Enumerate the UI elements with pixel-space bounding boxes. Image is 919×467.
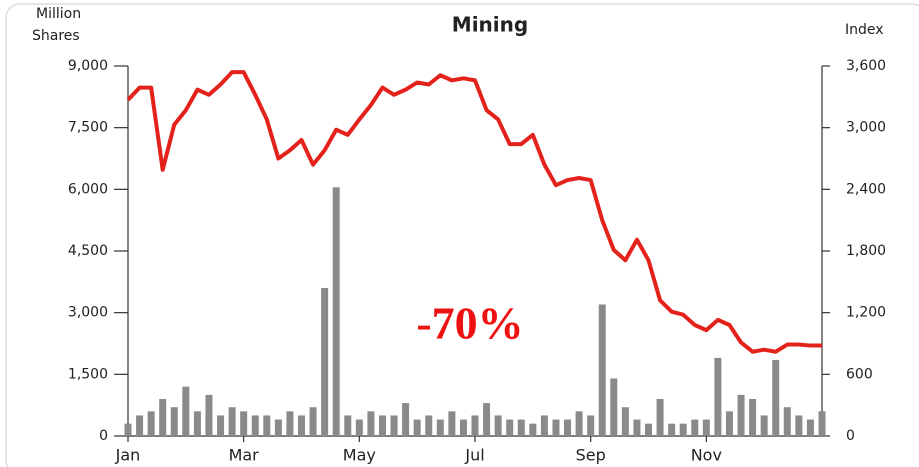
volume-bar bbox=[448, 411, 456, 436]
volume-bar bbox=[378, 415, 386, 436]
volume-bar bbox=[228, 407, 236, 436]
volume-bar bbox=[286, 411, 294, 436]
volume-bar bbox=[390, 415, 398, 436]
volume-bar bbox=[702, 419, 710, 436]
x-tick-label: Sep bbox=[576, 446, 606, 465]
y2-tick-label: 3,000 bbox=[846, 120, 886, 136]
y2-tick-label: 1,200 bbox=[846, 305, 886, 321]
y2-tick-label: 1,800 bbox=[846, 243, 886, 259]
volume-bar bbox=[679, 423, 687, 436]
volume-bar bbox=[344, 415, 352, 436]
y-tick-label: 0 bbox=[99, 428, 108, 444]
volume-bar bbox=[806, 419, 814, 436]
volume-bar bbox=[529, 423, 537, 436]
volume-bar bbox=[621, 407, 629, 436]
x-tick-label: Mar bbox=[229, 446, 260, 465]
volume-bar bbox=[205, 394, 213, 436]
y-tick-label: 3,000 bbox=[68, 305, 108, 321]
y-tick-label: 4,500 bbox=[68, 243, 108, 259]
volume-bar bbox=[436, 419, 444, 436]
volume-bar bbox=[182, 386, 190, 436]
volume-bar bbox=[552, 419, 560, 436]
volume-bar bbox=[159, 399, 167, 436]
volume-bar bbox=[587, 415, 595, 436]
y2-tick-label: 0 bbox=[846, 428, 855, 444]
volume-bar bbox=[494, 415, 502, 436]
frame bbox=[5, 3, 919, 467]
volume-bar bbox=[332, 187, 340, 436]
volume-bar bbox=[714, 357, 722, 436]
volume-bar bbox=[575, 411, 583, 436]
y2-tick-label: 600 bbox=[846, 366, 873, 382]
volume-bar bbox=[772, 359, 780, 436]
volume-bar bbox=[691, 419, 699, 436]
volume-bar bbox=[459, 419, 467, 436]
volume-bar bbox=[425, 415, 433, 436]
volume-bar bbox=[217, 415, 225, 436]
volume-bar bbox=[749, 399, 757, 436]
y-tick-label: 6,000 bbox=[68, 181, 108, 197]
volume-bar bbox=[355, 419, 363, 436]
volume-bar bbox=[795, 415, 803, 436]
volume-bar bbox=[737, 394, 745, 436]
volume-bar bbox=[818, 411, 826, 436]
y-axis-label: Shares bbox=[32, 28, 80, 44]
volume-bar bbox=[483, 403, 491, 436]
volume-bar bbox=[251, 415, 259, 436]
volume-bar bbox=[309, 407, 317, 436]
volume-bar bbox=[610, 378, 618, 436]
volume-bar bbox=[471, 415, 479, 436]
volume-bar bbox=[193, 411, 201, 436]
volume-bar bbox=[147, 411, 155, 436]
y2-tick-label: 3,600 bbox=[846, 58, 886, 74]
volume-bar bbox=[298, 415, 305, 436]
volume-bar bbox=[367, 411, 375, 436]
y-tick-label: 1,500 bbox=[68, 366, 108, 382]
volume-bar bbox=[633, 419, 641, 436]
y-tick-label: 7,500 bbox=[68, 120, 108, 136]
volume-bar bbox=[645, 423, 652, 436]
volume-bar bbox=[240, 411, 248, 436]
volume-bar bbox=[263, 415, 271, 436]
x-tick-label: Jul bbox=[464, 446, 484, 465]
volume-bar bbox=[136, 415, 144, 436]
volume-bar bbox=[564, 419, 572, 436]
chart-title: Mining bbox=[452, 13, 528, 37]
volume-bar bbox=[540, 415, 548, 436]
volume-bar bbox=[783, 407, 791, 436]
volume-bar bbox=[124, 423, 132, 436]
y-axis-label: Million bbox=[36, 6, 81, 22]
y2-tick-label: 2,400 bbox=[846, 181, 886, 197]
volume-bar bbox=[725, 411, 733, 436]
volume-bar bbox=[402, 403, 410, 436]
volume-bar bbox=[668, 423, 676, 436]
volume-bar bbox=[170, 407, 178, 436]
x-tick-label: Jan bbox=[115, 446, 141, 465]
volume-bar bbox=[598, 304, 606, 436]
annotation: -70% bbox=[416, 298, 523, 349]
volume-bar bbox=[321, 288, 329, 436]
y-tick-label: 9,000 bbox=[68, 58, 108, 74]
x-tick-label: Nov bbox=[691, 446, 722, 465]
x-tick-label: May bbox=[343, 446, 376, 465]
y2-axis-label: Index bbox=[845, 22, 884, 38]
volume-bar bbox=[760, 415, 768, 436]
volume-bar bbox=[506, 419, 514, 436]
volume-bar bbox=[656, 399, 664, 436]
volume-bar bbox=[274, 419, 282, 436]
volume-bar bbox=[517, 419, 525, 436]
index-line bbox=[126, 70, 822, 354]
volume-bar bbox=[413, 419, 421, 436]
